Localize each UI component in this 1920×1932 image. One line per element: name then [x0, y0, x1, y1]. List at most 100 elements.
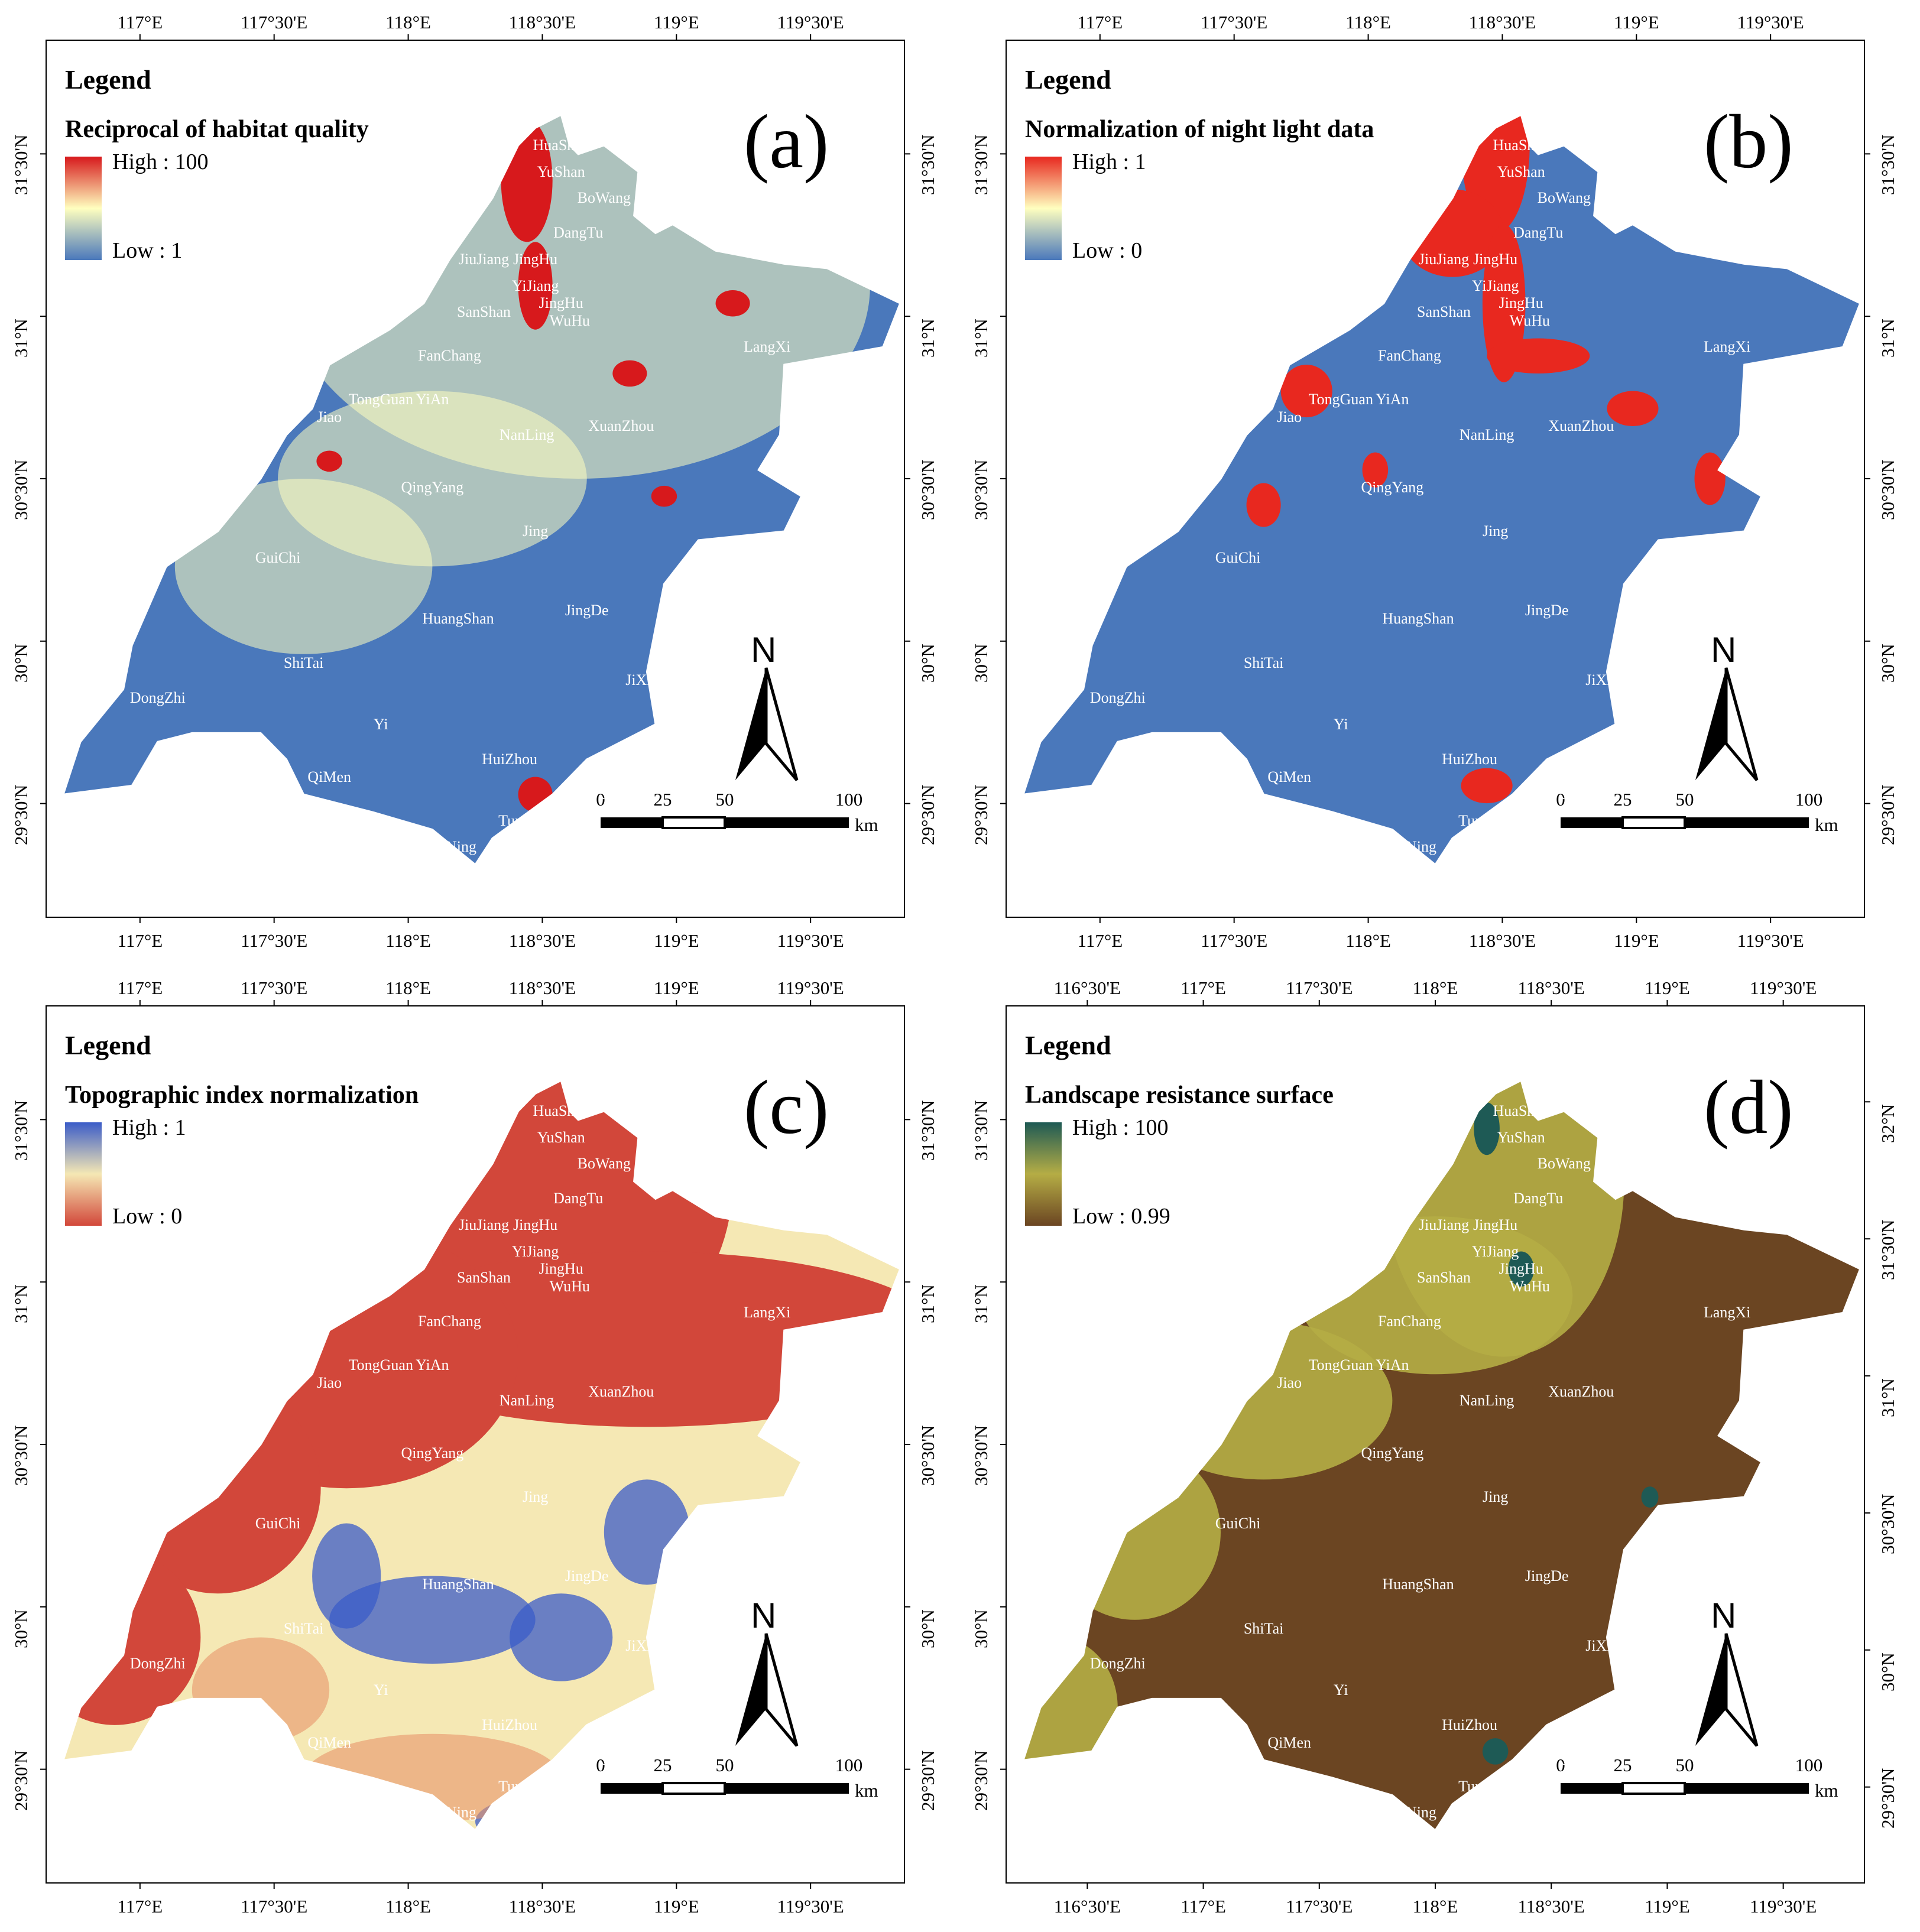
graticule-label: 29°30'N — [1877, 1768, 1898, 1829]
place-label: XiuNing — [422, 838, 476, 856]
place-label: Jiao — [317, 408, 342, 426]
scale-bar-label: 50 — [715, 789, 734, 810]
map-canvas — [1000, 34, 1870, 923]
scale-bar-label: 25 — [1613, 789, 1632, 810]
graticule-label: 118°E — [1412, 1896, 1458, 1917]
graticule-label: 30°N — [1877, 644, 1898, 683]
place-label: Yi — [1333, 1681, 1348, 1699]
place-label: WuHu — [549, 1277, 590, 1295]
ramp-high-label: High : 1 — [112, 1115, 186, 1140]
graticule-label: 117°30'E — [1286, 1896, 1353, 1917]
place-label: QingYang — [401, 478, 464, 496]
scale-bar-label: 0 — [1556, 1755, 1565, 1775]
place-label: GuiChi — [1215, 1514, 1261, 1532]
graticule-label: 117°E — [1180, 1896, 1226, 1917]
scale-bar-label: 100 — [835, 1755, 863, 1775]
place-label: JingHu — [513, 251, 558, 268]
place-label: DongZhi — [129, 689, 186, 706]
place-label: WuHu — [549, 311, 590, 329]
legend-color-ramp — [1025, 1122, 1062, 1226]
place-label: Jiao — [317, 1374, 342, 1392]
place-label: JingDe — [1525, 1567, 1569, 1584]
place-label: TunXi — [498, 1777, 539, 1795]
graticule-label: 118°30'E — [1468, 12, 1536, 33]
raster-patch — [1607, 391, 1659, 426]
place-label: JingHu — [1473, 1216, 1518, 1233]
graticule-label: 117°E — [117, 1896, 163, 1917]
place-label: FanChang — [1377, 347, 1441, 365]
graticule-label: 30°30'N — [11, 1425, 31, 1486]
graticule-label: 117°E — [1077, 12, 1123, 33]
graticule-label: 29°30'N — [917, 784, 938, 845]
graticule-label: 119°30'E — [777, 1896, 844, 1917]
north-label: N — [751, 1596, 777, 1635]
place-label: WuHu — [1509, 311, 1550, 329]
place-label: GuiChi — [255, 1514, 301, 1532]
place-label: NanLing — [499, 426, 554, 443]
raster-patch — [1482, 1738, 1509, 1765]
place-label: XuanZhou — [1548, 1382, 1614, 1400]
graticule-label: 31°N — [971, 1284, 991, 1324]
county-boundary — [1021, 1079, 1861, 1832]
legend-color-ramp — [1025, 157, 1062, 260]
graticule-label: 31°30'N — [11, 1100, 31, 1161]
graticule-label: 30°30'N — [1877, 459, 1898, 520]
scale-bar-unit: km — [855, 1780, 878, 1801]
graticule-label: 31°N — [11, 319, 31, 358]
graticule-label: 29°30'N — [11, 1750, 31, 1811]
graticule-label: 119°30'E — [1737, 930, 1804, 951]
graticule-label: 118°E — [385, 978, 431, 998]
place-label: DongZhi — [1089, 689, 1146, 706]
place-label: JingHu — [1499, 1260, 1543, 1278]
place-label: HuiZhou — [1442, 1716, 1498, 1733]
map-panel-b: Legend Normalization of night light data H… — [960, 0, 1920, 966]
scale-bar-label: 50 — [715, 1755, 734, 1775]
graticule-label: 117°E — [117, 930, 163, 951]
place-label: HuiZhou — [1442, 750, 1498, 768]
graticule-label: 117°E — [117, 12, 163, 33]
place-label: YiAn — [1376, 391, 1409, 408]
graticule-label: 119°E — [653, 12, 699, 33]
place-label: Jing — [1482, 522, 1509, 540]
raster-patch — [612, 360, 647, 387]
place-label: SanShan — [1417, 303, 1471, 321]
place-label: TongGuan — [1308, 1356, 1373, 1374]
scale-bar-label: 25 — [653, 789, 672, 810]
place-label: TunXi — [498, 811, 539, 829]
graticule-label: 31°N — [1877, 1378, 1898, 1418]
place-label: HuangShan — [422, 1576, 494, 1593]
place-label: SanShan — [1417, 1269, 1471, 1287]
graticule-label: 30°N — [1877, 1652, 1898, 1691]
raster-patch — [1461, 115, 1530, 233]
place-label: SanShan — [457, 1269, 511, 1287]
scale-bar-unit: km — [1815, 1780, 1838, 1801]
graticule-label: 118°30'E — [1468, 930, 1536, 951]
place-label: XuanZhou — [588, 417, 654, 434]
place-label: JiXi — [625, 671, 651, 689]
graticule-label: 118°E — [1412, 978, 1458, 998]
place-label: HuangShan — [1382, 1576, 1454, 1593]
place-label: YiJiang — [511, 277, 559, 294]
graticule-label: 117°30'E — [241, 1896, 308, 1917]
graticule-label: 117°E — [1180, 978, 1226, 998]
map-panel-c: Legend Topographic index normalization Hig… — [0, 966, 960, 1931]
ramp-low-label: Low : 1 — [112, 238, 183, 263]
place-label: JingHu — [513, 1216, 558, 1233]
place-label: YiJiang — [1471, 1242, 1519, 1260]
legend-title: Landscape resistance surface — [1025, 1082, 1334, 1109]
graticule-label: 30°N — [11, 644, 31, 683]
place-label: She — [1561, 785, 1584, 803]
graticule-label: 31°N — [917, 1284, 938, 1324]
place-label: NingGuo — [712, 1514, 770, 1532]
place-label: TongGuan — [348, 1356, 413, 1374]
graticule-label: 117°30'E — [1286, 978, 1353, 998]
raster-patch — [316, 450, 342, 472]
place-label: HuaShan — [1493, 1102, 1549, 1120]
graticule-label: 118°30'E — [508, 978, 576, 998]
raster-patch — [510, 1593, 613, 1681]
place-label: FanChang — [417, 347, 481, 365]
place-label: Jing — [522, 1488, 549, 1506]
place-label: YuShan — [537, 163, 585, 180]
scale-bar-icon — [601, 816, 849, 829]
graticule-label: 30°N — [11, 1609, 31, 1648]
